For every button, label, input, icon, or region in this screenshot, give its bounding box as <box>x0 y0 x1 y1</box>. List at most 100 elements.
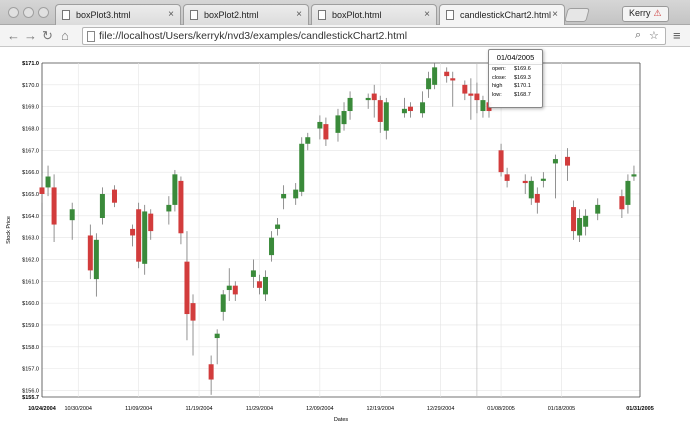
candle[interactable] <box>595 198 601 221</box>
address-bar[interactable]: file://localhost/Users/kerryk/nvd3/examp… <box>82 27 666 45</box>
candle[interactable] <box>208 355 214 395</box>
candle[interactable] <box>426 71 432 98</box>
search-icon[interactable]: ⌕ <box>635 29 642 41</box>
candle-body <box>432 67 438 85</box>
close-window-button[interactable] <box>8 7 19 18</box>
candle[interactable] <box>226 268 232 301</box>
candle[interactable] <box>172 169 178 212</box>
candle-body <box>468 93 474 96</box>
candle[interactable] <box>269 231 275 262</box>
candle[interactable] <box>45 165 51 197</box>
candle[interactable] <box>250 259 256 288</box>
close-tab-icon[interactable]: × <box>552 9 558 20</box>
candle[interactable] <box>420 91 426 118</box>
candle[interactable] <box>142 204 148 275</box>
tab-candlestickchart2[interactable]: candlestickChart2.html × <box>439 4 565 26</box>
candle[interactable] <box>401 97 407 118</box>
candle[interactable] <box>468 78 474 120</box>
candle[interactable] <box>534 187 540 214</box>
close-tab-icon[interactable]: × <box>168 9 174 20</box>
candle-body <box>474 93 480 101</box>
document-icon <box>446 10 454 20</box>
star-icon[interactable]: ☆ <box>649 30 659 42</box>
tab-boxplot2[interactable]: boxPlot2.html × <box>183 4 309 25</box>
x-tick-label: 12/29/2004 <box>427 406 455 412</box>
candle[interactable] <box>365 93 371 109</box>
candle[interactable] <box>256 274 262 295</box>
reload-icon[interactable]: ↻ <box>42 28 53 43</box>
candle-body <box>335 115 341 133</box>
candle[interactable] <box>383 97 389 140</box>
candle[interactable] <box>450 71 456 107</box>
candle[interactable] <box>432 63 438 90</box>
candle[interactable] <box>232 281 238 301</box>
candle[interactable] <box>93 233 99 297</box>
candle[interactable] <box>552 154 558 199</box>
candle-body <box>450 78 456 81</box>
candle[interactable] <box>148 209 154 240</box>
close-tab-icon[interactable]: × <box>424 9 430 20</box>
candle[interactable] <box>305 132 311 151</box>
candle[interactable] <box>540 172 546 188</box>
candle[interactable] <box>571 200 577 240</box>
tab-boxplot3[interactable]: boxPlot3.html × <box>55 4 181 25</box>
candle[interactable] <box>281 185 287 210</box>
candle[interactable] <box>480 95 486 118</box>
y-tick-label: $162.0 <box>22 257 39 263</box>
back-icon[interactable]: ← <box>7 28 20 43</box>
candle[interactable] <box>317 115 323 140</box>
document-icon <box>190 10 198 20</box>
candle[interactable] <box>583 209 589 236</box>
candle[interactable] <box>184 231 190 341</box>
candle[interactable] <box>407 102 413 118</box>
candle[interactable] <box>293 183 299 205</box>
candle[interactable] <box>474 82 480 114</box>
candle-body <box>401 108 407 114</box>
candle[interactable] <box>275 217 281 236</box>
candle[interactable] <box>323 117 329 146</box>
candle[interactable] <box>190 294 196 356</box>
candle[interactable] <box>498 143 504 177</box>
menu-icon[interactable]: ≡ <box>673 28 681 43</box>
candle[interactable] <box>341 102 347 131</box>
candle[interactable] <box>504 167 510 188</box>
candle[interactable] <box>39 176 45 203</box>
document-icon <box>62 10 70 20</box>
candle-body <box>69 209 75 221</box>
candle[interactable] <box>214 329 220 365</box>
new-tab-button[interactable] <box>564 8 590 22</box>
candle[interactable] <box>178 176 184 245</box>
candle[interactable] <box>528 176 534 205</box>
candle[interactable] <box>462 80 468 101</box>
profile-button[interactable]: Kerry ⚠ <box>622 6 669 22</box>
candle[interactable] <box>631 165 637 181</box>
candle[interactable] <box>69 202 75 240</box>
candle[interactable] <box>111 185 117 208</box>
tab-boxplot[interactable]: boxPlot.html × <box>311 4 437 25</box>
candle[interactable] <box>136 202 142 269</box>
candle[interactable] <box>444 67 450 83</box>
candle[interactable] <box>220 290 226 321</box>
candle[interactable] <box>522 174 528 194</box>
candle[interactable] <box>577 209 583 243</box>
minimize-window-button[interactable] <box>23 7 34 18</box>
candle[interactable] <box>371 84 377 118</box>
home-icon[interactable]: ⌂ <box>61 28 69 43</box>
candle[interactable] <box>130 224 136 247</box>
candle[interactable] <box>51 174 57 243</box>
tooltip: 01/04/2005 open: $169.6 close: $169.3 hi… <box>488 49 543 108</box>
candle[interactable] <box>87 224 93 280</box>
zoom-window-button[interactable] <box>38 7 49 18</box>
candle[interactable] <box>565 148 571 181</box>
candle[interactable] <box>625 174 631 214</box>
candle[interactable] <box>299 137 305 197</box>
candle[interactable] <box>377 95 383 133</box>
candle[interactable] <box>99 187 105 225</box>
candle[interactable] <box>619 189 625 218</box>
forward-icon[interactable]: → <box>24 28 37 43</box>
close-tab-icon[interactable]: × <box>296 9 302 20</box>
candle[interactable] <box>166 196 172 225</box>
candle[interactable] <box>335 108 341 142</box>
candle[interactable] <box>347 91 353 120</box>
candle[interactable] <box>262 270 268 301</box>
